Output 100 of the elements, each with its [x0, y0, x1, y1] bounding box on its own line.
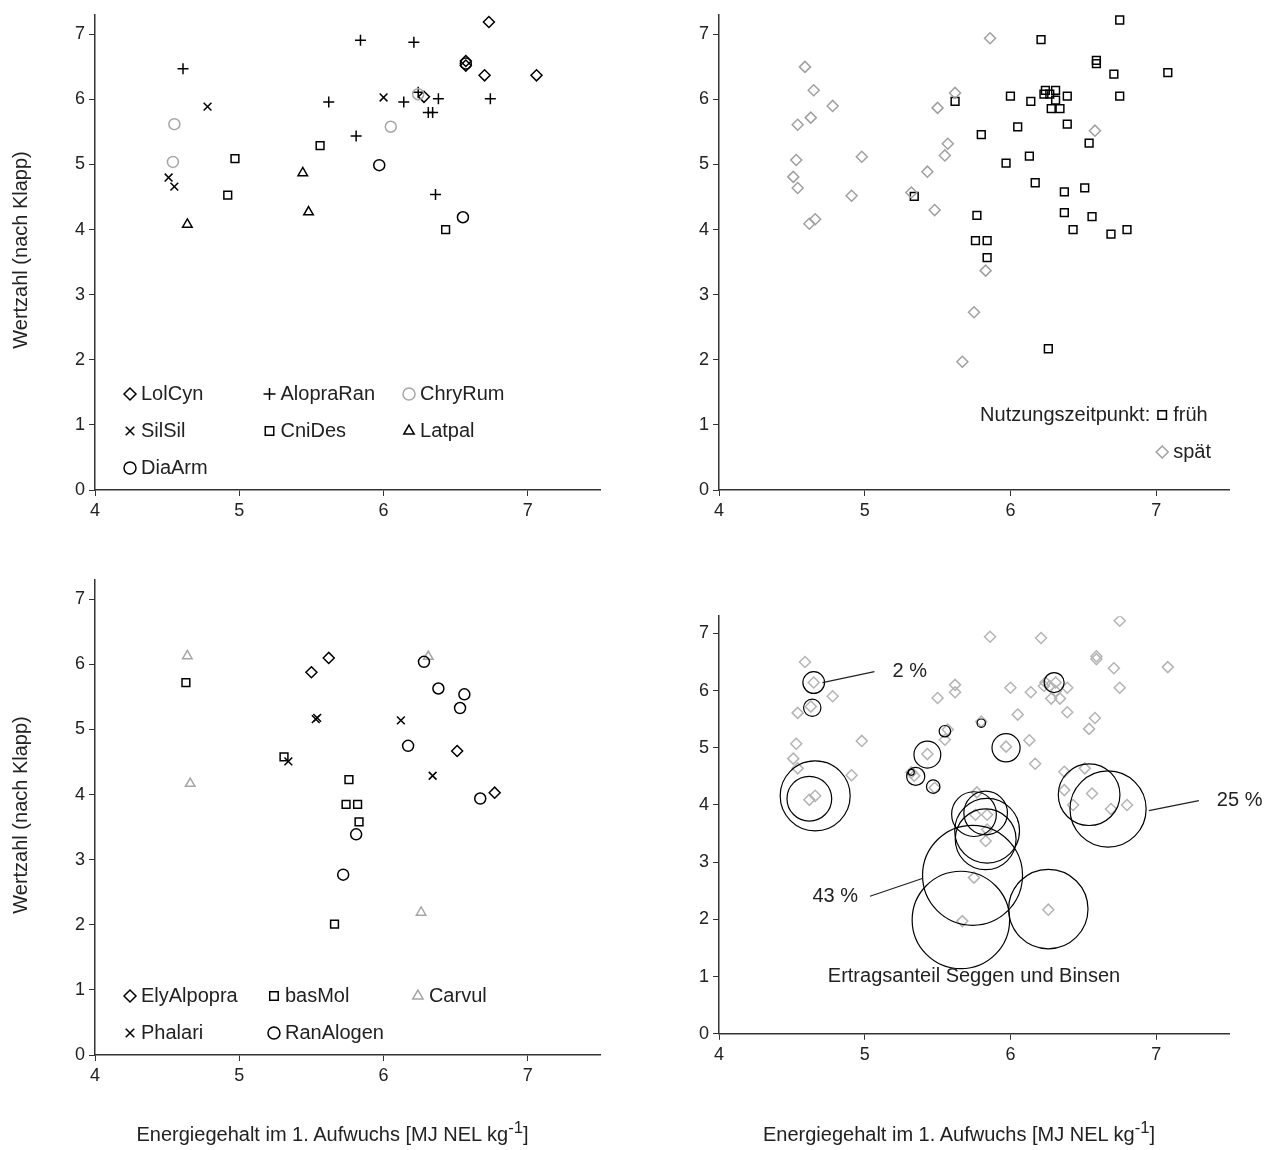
y-tick-label: 0	[74, 478, 85, 499]
annotation: 25 %	[1216, 788, 1263, 811]
y-tick-label: 1	[698, 965, 709, 986]
point	[297, 166, 309, 177]
y-tick-label: 6	[698, 88, 709, 109]
point	[322, 651, 335, 665]
point	[482, 15, 496, 29]
annotation: 2 %	[892, 659, 928, 682]
point	[970, 236, 981, 246]
point	[1055, 103, 1065, 114]
point	[341, 799, 351, 810]
point	[807, 84, 820, 97]
x-tick-label: 6	[378, 1064, 389, 1085]
point	[458, 688, 471, 701]
x-tick-label: 4	[89, 1064, 101, 1085]
annotation: Ertragsanteil Seggen und Binsen	[827, 964, 1121, 987]
y-tick-label: 1	[74, 978, 85, 999]
point	[791, 181, 804, 195]
point	[931, 101, 944, 115]
point	[432, 92, 445, 106]
y-tick-label: 4	[74, 783, 85, 804]
point	[450, 744, 464, 758]
point	[972, 210, 982, 220]
legend-label: RanAlogen	[284, 1020, 384, 1043]
point	[1030, 178, 1040, 188]
point	[956, 355, 969, 369]
point	[804, 111, 818, 124]
y-tick-label: 6	[74, 88, 85, 109]
point	[928, 203, 941, 217]
point	[1068, 224, 1078, 235]
point	[336, 868, 350, 881]
legend-label: basMol	[284, 983, 350, 1006]
point	[798, 60, 812, 74]
point	[787, 170, 800, 184]
y-tick-label: 3	[698, 283, 709, 304]
point	[1106, 229, 1116, 239]
y-tick-label: 7	[698, 23, 709, 44]
point	[279, 752, 289, 762]
y-tick-label: 4	[74, 218, 85, 239]
point	[1122, 224, 1132, 235]
y-tick-label: 0	[74, 1043, 85, 1064]
legend-label: früh	[1173, 402, 1208, 425]
point	[422, 650, 434, 661]
point	[983, 31, 997, 45]
point	[1013, 122, 1023, 132]
point	[1062, 119, 1072, 129]
y-tick-label: 1	[698, 413, 709, 434]
point	[315, 141, 325, 151]
point	[982, 252, 992, 263]
point	[305, 665, 318, 679]
point	[396, 715, 406, 726]
point	[950, 96, 960, 107]
y-tick-label: 4	[698, 793, 709, 814]
point	[401, 739, 415, 753]
point	[1084, 138, 1094, 148]
point	[181, 649, 193, 660]
point	[530, 69, 543, 82]
point	[1043, 344, 1053, 354]
point	[478, 69, 491, 82]
point	[473, 792, 487, 805]
point	[1115, 15, 1125, 25]
point	[352, 799, 363, 810]
point	[982, 236, 992, 246]
x-tick-label: 7	[522, 499, 533, 520]
point	[488, 786, 501, 799]
y-tick-label: 6	[698, 679, 709, 700]
point	[168, 117, 181, 131]
point	[1088, 124, 1102, 137]
x-tick-label: 4	[713, 499, 725, 520]
point	[1087, 211, 1097, 222]
x-tick-label: 6	[378, 499, 389, 520]
point	[1109, 69, 1119, 79]
point	[432, 682, 445, 695]
y-tick-label: 3	[74, 283, 85, 304]
y-tick-label: 0	[698, 1022, 709, 1043]
point	[1080, 183, 1090, 193]
point	[789, 153, 803, 167]
point	[354, 33, 367, 47]
y-tick-label: 2	[698, 348, 709, 369]
y-tick-label: 7	[74, 588, 85, 609]
point	[184, 777, 196, 788]
legend-label: ElyAlpopra	[141, 983, 239, 1006]
point	[1036, 34, 1046, 45]
point	[283, 756, 293, 767]
point	[1026, 96, 1036, 107]
point	[1001, 158, 1011, 168]
point	[429, 188, 442, 201]
y-tick-label: 2	[74, 913, 85, 934]
x-tick-label: 7	[1151, 1043, 1162, 1064]
legend-label: CniDes	[280, 418, 347, 441]
legend-title: Nutzungszeitpunkt:	[980, 402, 1151, 425]
point	[1046, 103, 1056, 114]
point	[1005, 91, 1016, 101]
x-tick-label: 6	[1005, 1043, 1016, 1064]
y-axis-title: Wertzahl (nach Klapp)	[8, 716, 32, 914]
point	[456, 211, 470, 224]
point	[384, 120, 398, 134]
y-tick-label: 2	[698, 908, 709, 929]
x-tick-label: 5	[859, 499, 870, 520]
point	[967, 306, 981, 319]
